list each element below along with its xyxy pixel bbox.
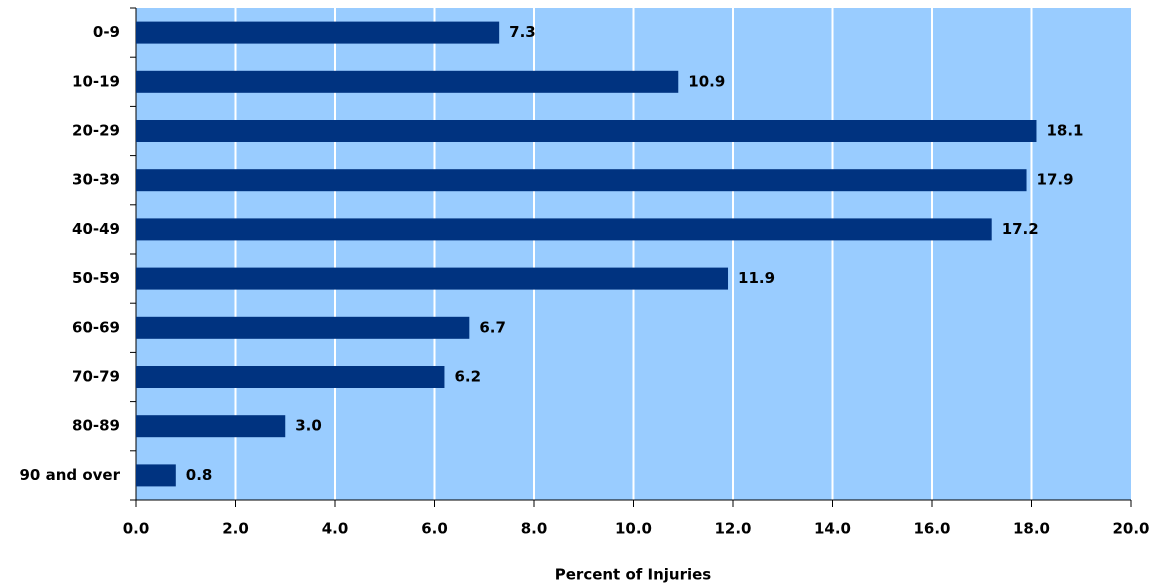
y-tick-label: 50-59 — [72, 269, 120, 287]
y-tick-label: 40-49 — [72, 220, 120, 238]
x-tick-label: 14.0 — [814, 520, 851, 538]
x-tick-label: 6.0 — [421, 520, 448, 538]
bar — [136, 120, 1037, 142]
bar — [136, 218, 992, 241]
x-tick-label: 10.0 — [615, 520, 652, 538]
x-axis-title: Percent of Injuries — [555, 566, 712, 584]
x-tick-label: 16.0 — [913, 520, 950, 538]
bar — [136, 21, 500, 44]
bar — [136, 415, 286, 438]
y-tick-label: 30-39 — [72, 171, 120, 189]
bar — [136, 267, 729, 290]
x-tick-label: 4.0 — [322, 520, 349, 538]
y-tick-label: 10-19 — [72, 72, 120, 90]
x-tick-label: 2.0 — [222, 520, 249, 538]
bar — [136, 366, 445, 388]
x-tick-label: 20.0 — [1112, 520, 1149, 538]
x-tick-label: 8.0 — [521, 520, 548, 538]
y-tick-label: 60-69 — [72, 318, 120, 336]
data-label: 6.7 — [479, 318, 506, 336]
data-label: 0.8 — [186, 466, 213, 484]
y-tick-label: 80-89 — [72, 417, 120, 435]
data-label: 10.9 — [688, 72, 725, 90]
data-label: 17.2 — [1002, 220, 1039, 238]
data-label: 7.3 — [509, 23, 536, 41]
bar — [136, 169, 1027, 192]
bar — [136, 70, 679, 93]
y-tick-label: 20-29 — [72, 122, 120, 140]
y-tick-label: 90 and over — [19, 466, 120, 484]
data-label: 3.0 — [295, 417, 322, 435]
data-label: 11.9 — [738, 269, 775, 287]
y-tick-label: 70-79 — [72, 368, 120, 386]
data-label: 6.2 — [454, 368, 481, 386]
x-tick-label: 0.0 — [123, 520, 150, 538]
x-tick-label: 18.0 — [1013, 520, 1050, 538]
x-tick-label: 12.0 — [714, 520, 751, 538]
data-label: 17.9 — [1037, 171, 1074, 189]
bar — [136, 316, 470, 339]
bar — [136, 464, 176, 487]
data-label: 18.1 — [1046, 122, 1083, 140]
y-tick-label: 0-9 — [93, 23, 120, 41]
